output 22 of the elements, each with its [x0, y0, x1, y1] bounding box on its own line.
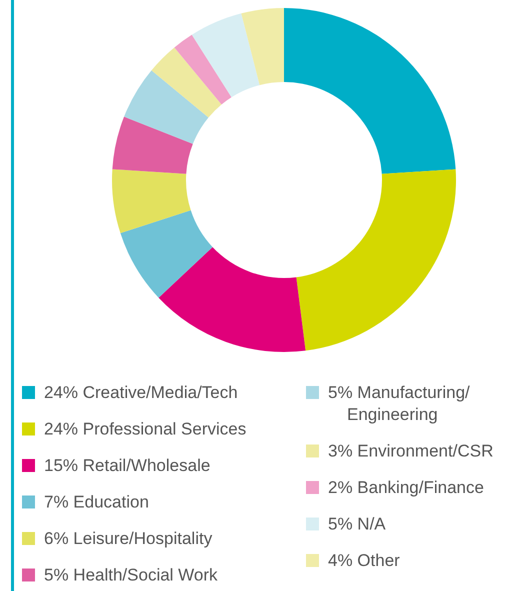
donut-slice [174, 34, 232, 104]
legend-label: 5% Health/Social Work [44, 566, 218, 584]
donut-slice [112, 116, 193, 174]
legend-label: 6% Leisure/Hospitality [44, 529, 213, 548]
donut-slice [151, 47, 222, 118]
donut-slice [158, 247, 306, 352]
donut-slice [296, 169, 456, 351]
donut-slice [124, 70, 208, 144]
legend-label: 5% Manufacturing/Engineering [328, 383, 470, 424]
legend-label: 7% Education [44, 492, 149, 512]
legend-label: 5% N/A [328, 514, 386, 534]
donut-slice [112, 169, 191, 234]
legend-label: 24% Professional Services [44, 420, 246, 438]
donut-slice [192, 13, 260, 98]
legend-label: 3% Environment/CSR [328, 442, 494, 460]
donut-slice [241, 8, 284, 86]
donut-slice [284, 8, 456, 174]
donut-slice [120, 210, 213, 298]
legend-label: 4% Other [328, 551, 400, 570]
legend-label: 24% Creative/Media/Tech [44, 383, 238, 402]
legend-label: 2% Banking/Finance [328, 478, 484, 497]
legend-label: 15% Retail/Wholesale [44, 456, 210, 475]
